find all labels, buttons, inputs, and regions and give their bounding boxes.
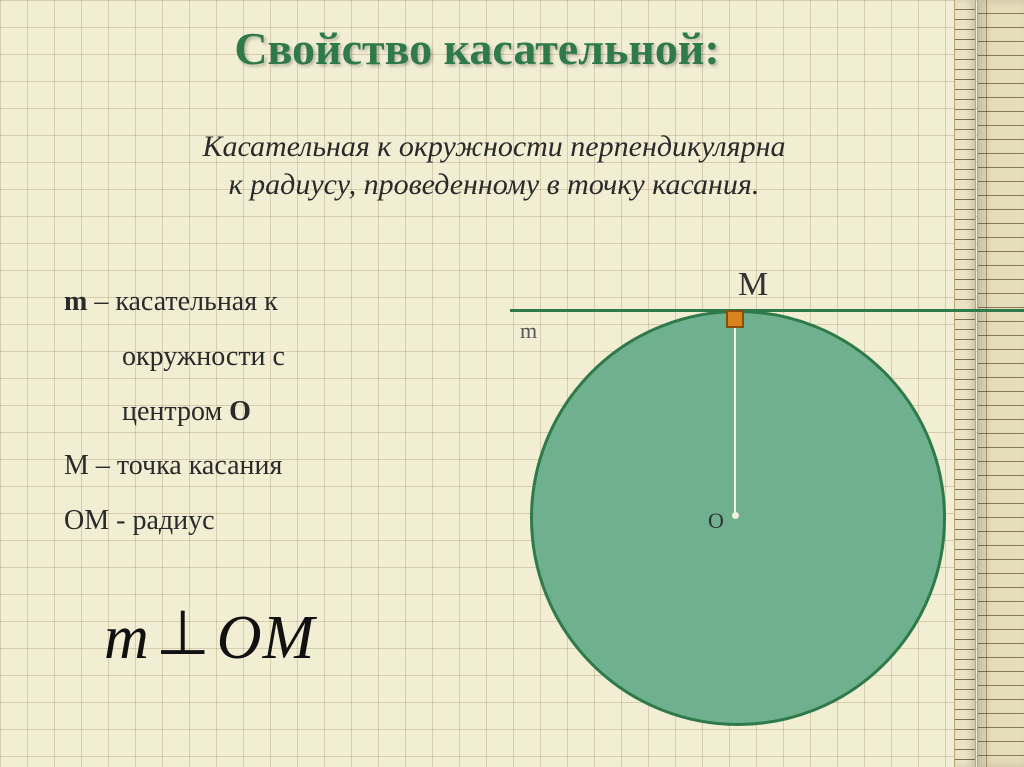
definitions-block: m – касательная к окружности с центром О… <box>64 280 484 554</box>
formula-m: m <box>104 604 150 672</box>
radius-line <box>734 310 736 515</box>
tangent-line <box>510 309 1024 312</box>
def-center-o: О <box>229 396 251 427</box>
formula-om: OM <box>217 604 315 672</box>
formula: m⊥OM <box>104 600 315 674</box>
def-point-m: M <box>64 450 89 481</box>
slide: Свойство касательной: Касательная к окру… <box>0 0 1024 767</box>
theorem-line-1: Касательная к окружности перпендикулярна <box>203 130 786 163</box>
def-center-prefix: центром <box>122 396 229 427</box>
theorem-text: Касательная к окружности перпендикулярна… <box>64 128 924 203</box>
def-tangent-cont-1: окружности с <box>64 335 484 380</box>
def-radius-text: - радиус <box>109 505 214 536</box>
def-tangent-text-1: – касательная к <box>87 286 277 317</box>
tangent-diagram: M m O <box>470 260 990 740</box>
def-tangent-cont-2: центром О <box>64 390 484 435</box>
theorem-line-2: к радиусу, проведенному в точку касания. <box>229 168 760 201</box>
def-tangent-symbol: m <box>64 286 87 317</box>
def-tangent: m – касательная к <box>64 280 484 325</box>
center-point <box>732 512 739 519</box>
def-point-text: – точка касания <box>89 450 282 481</box>
label-m-line: m <box>520 318 537 344</box>
circle <box>530 310 946 726</box>
perpendicular-symbol: ⊥ <box>150 596 217 670</box>
def-point: M – точка касания <box>64 444 484 489</box>
right-angle-marker <box>726 310 744 328</box>
label-o-center: O <box>708 508 724 534</box>
def-radius-om: OM <box>64 505 109 536</box>
def-radius: OM - радиус <box>64 499 484 544</box>
slide-title: Свойство касательной: <box>0 22 954 75</box>
label-m-point: M <box>738 266 768 304</box>
